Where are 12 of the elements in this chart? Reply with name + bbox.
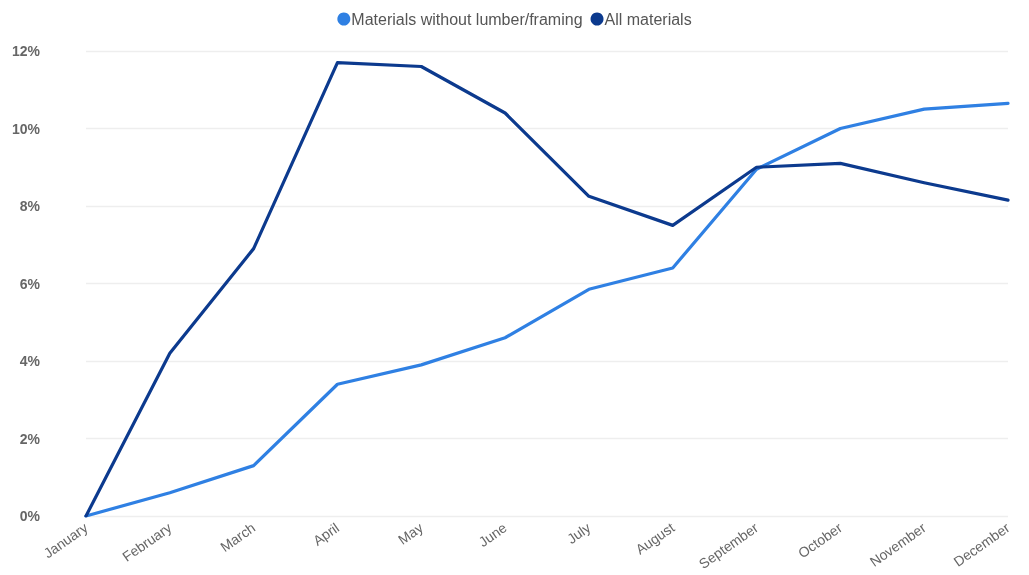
y-tick-label: 8% — [19, 198, 41, 214]
x-tick-label: May — [395, 519, 426, 548]
y-tick-label: 10% — [11, 120, 41, 137]
legend-label: All materials — [604, 10, 692, 28]
legend-label: Materials without lumber/framing — [351, 10, 583, 28]
y-tick-label: 4% — [19, 353, 41, 369]
y-tick-label: 12% — [11, 43, 41, 59]
y-tick-label: 6% — [19, 275, 41, 292]
y-tick-label: 2% — [19, 430, 41, 447]
y-tick-label: 0% — [19, 508, 41, 524]
x-tick-label: June — [475, 519, 510, 550]
x-tick-label: July — [563, 519, 594, 547]
